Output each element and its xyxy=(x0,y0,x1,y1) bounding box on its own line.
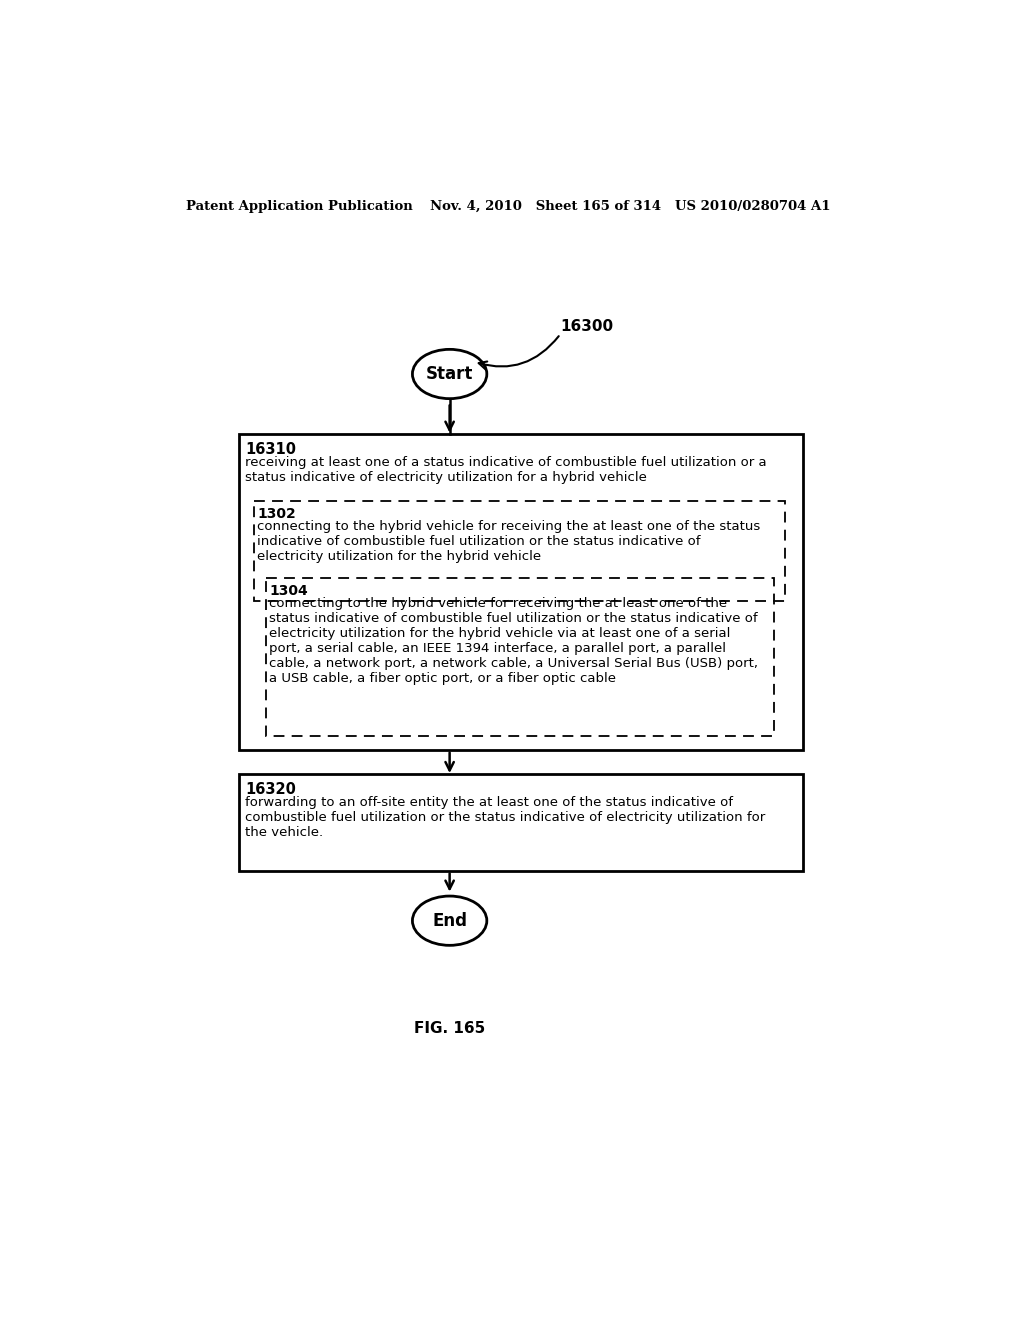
Text: 16310: 16310 xyxy=(245,442,296,457)
Text: connecting to the hybrid vehicle for receiving the at least one of the status
in: connecting to the hybrid vehicle for rec… xyxy=(257,520,761,562)
Text: 1304: 1304 xyxy=(269,585,308,598)
FancyArrowPatch shape xyxy=(478,337,559,370)
Text: forwarding to an off-site entity the at least one of the status indicative of
co: forwarding to an off-site entity the at … xyxy=(245,796,765,840)
Bar xyxy=(239,434,803,750)
Text: 1302: 1302 xyxy=(257,507,296,521)
Text: FIG. 165: FIG. 165 xyxy=(414,1020,485,1036)
Text: Start: Start xyxy=(426,366,473,383)
Text: connecting to the hybrid vehicle for receiving the at least one of the
status in: connecting to the hybrid vehicle for rec… xyxy=(269,597,758,685)
Text: receiving at least one of a status indicative of combustible fuel utilization or: receiving at least one of a status indic… xyxy=(245,455,767,483)
Text: 16300: 16300 xyxy=(560,318,613,334)
Bar xyxy=(266,578,773,737)
Text: 16320: 16320 xyxy=(245,781,296,797)
Text: Nov. 4, 2010   Sheet 165 of 314   US 2010/0280704 A1: Nov. 4, 2010 Sheet 165 of 314 US 2010/02… xyxy=(430,199,830,213)
Text: End: End xyxy=(432,912,467,929)
Bar xyxy=(254,502,785,601)
Bar xyxy=(239,775,803,871)
Text: Patent Application Publication: Patent Application Publication xyxy=(186,199,413,213)
